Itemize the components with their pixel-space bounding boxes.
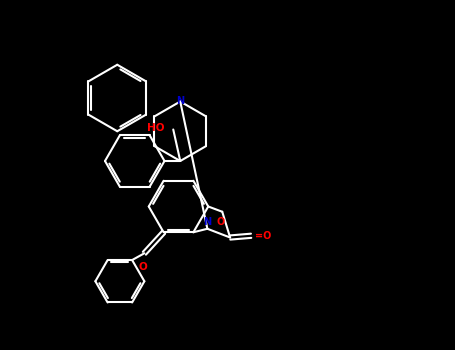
Text: N: N <box>203 217 212 227</box>
Text: HO: HO <box>147 123 165 133</box>
Text: O: O <box>217 217 225 227</box>
Text: N: N <box>176 97 184 106</box>
Text: =O: =O <box>255 231 272 241</box>
Text: O: O <box>138 262 147 272</box>
